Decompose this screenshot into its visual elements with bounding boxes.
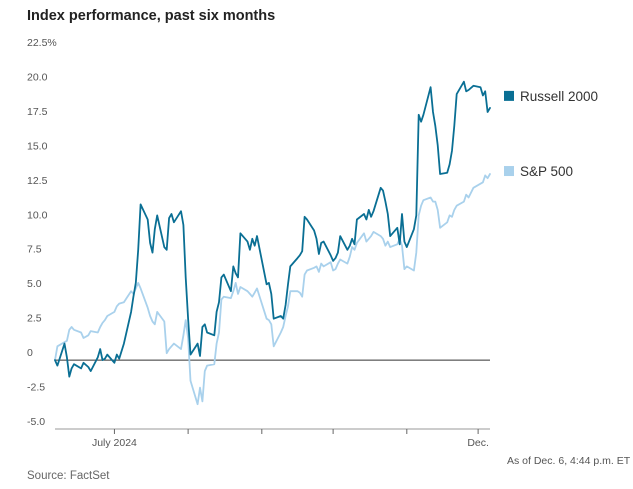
legend-label: S&P 500 (520, 164, 573, 179)
x-tick-label: July 2024 (92, 437, 137, 449)
y-tick-label: 0 (27, 347, 33, 359)
y-tick-label: 15.0 (27, 140, 48, 152)
y-tick-label: 2.5 (27, 313, 42, 325)
legend: Russell 2000 S&P 500 (504, 89, 598, 179)
legend-swatch (504, 166, 514, 177)
x-axis: July 2024 Dec. (55, 428, 490, 449)
y-tick-label: 20.0 (27, 71, 48, 83)
series-line-s-p-500 (54, 173, 491, 406)
legend-swatch (504, 90, 514, 101)
x-tick-label: Dec. (467, 437, 489, 449)
y-tick-label: 17.5 (27, 106, 48, 118)
source-note: Source: FactSet (27, 470, 110, 482)
y-tick-label: 10.0 (27, 209, 48, 221)
series-layer (54, 80, 491, 406)
y-tick-label: -5.0 (27, 416, 45, 428)
y-tick-label: -2.5 (27, 382, 45, 394)
legend-label: Russell 2000 (520, 89, 598, 104)
y-tick-label: 5.0 (27, 278, 42, 290)
y-axis: 22.5% 20.0 17.5 15.0 12.5 10.0 7.5 5.0 2.5 0 -2.5 -… (27, 37, 490, 428)
chart-title: Index performance, past six months (27, 8, 276, 24)
timestamp-note: As of Dec. 6, 4:44 p.m. ET (507, 455, 631, 467)
y-tick-label: 22.5% (27, 37, 57, 49)
y-tick-label: 12.5 (27, 175, 48, 187)
series-line-russell-2000 (54, 80, 491, 378)
y-tick-label: 7.5 (27, 244, 42, 256)
